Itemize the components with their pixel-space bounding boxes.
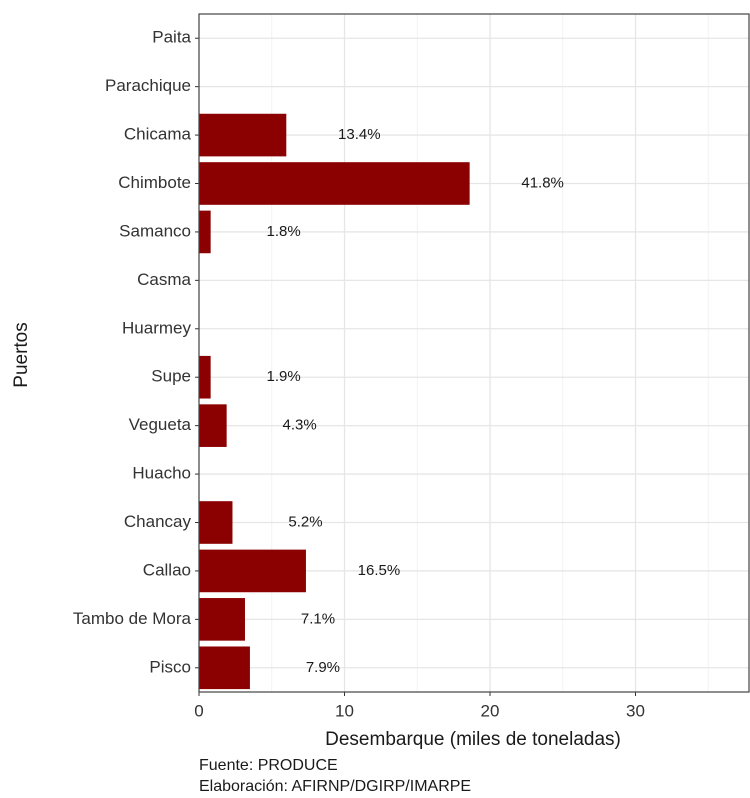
value-label: 13.4% <box>338 126 381 143</box>
y-tick-label: Paita <box>152 28 191 47</box>
y-axis-title: Puertos <box>11 322 32 387</box>
y-tick-label: Supe <box>151 367 191 386</box>
caption: Fuente: PRODUCE <box>199 757 338 774</box>
bar <box>199 646 250 690</box>
y-tick-label: Parachique <box>105 76 191 95</box>
panel-border <box>198 13 750 693</box>
value-label: 1.8% <box>267 223 301 240</box>
y-tick-label: Chancay <box>124 512 192 531</box>
x-tick-label: 10 <box>335 701 354 720</box>
bar <box>199 162 470 205</box>
bar <box>199 549 306 593</box>
value-label: 1.9% <box>267 368 301 385</box>
y-tick-label: Huarmey <box>122 318 191 337</box>
caption: Elaboración: AFIRNP/DGIRP/IMARPE <box>199 778 471 795</box>
value-label: 41.8% <box>521 174 564 191</box>
y-tick-label: Tambo de Mora <box>73 609 192 628</box>
value-label: 5.2% <box>288 513 322 530</box>
y-tick-label: Pisco <box>149 657 191 676</box>
bar <box>199 598 245 641</box>
bar <box>199 501 233 544</box>
x-axis-title: Desembarque (miles de toneladas) <box>325 729 621 750</box>
y-tick-label: Chicama <box>124 125 192 144</box>
y-tick-label: Samanco <box>119 221 191 240</box>
value-label: 4.3% <box>283 417 317 434</box>
y-tick-label: Huacho <box>132 464 191 483</box>
y-tick-label: Vegueta <box>129 415 192 434</box>
y-tick-label: Callao <box>143 560 191 579</box>
bar <box>199 404 227 447</box>
value-label: 7.9% <box>306 659 340 676</box>
x-tick-label: 20 <box>481 701 500 720</box>
x-tick-label: 30 <box>626 701 645 720</box>
x-tick-label: 0 <box>194 701 203 720</box>
bar <box>199 113 287 157</box>
bar <box>199 355 211 399</box>
y-tick-label: Chimbote <box>118 173 191 192</box>
bar <box>199 210 211 254</box>
y-tick-label: Casma <box>137 270 191 289</box>
value-label: 16.5% <box>358 562 401 579</box>
value-label: 7.1% <box>301 610 335 627</box>
